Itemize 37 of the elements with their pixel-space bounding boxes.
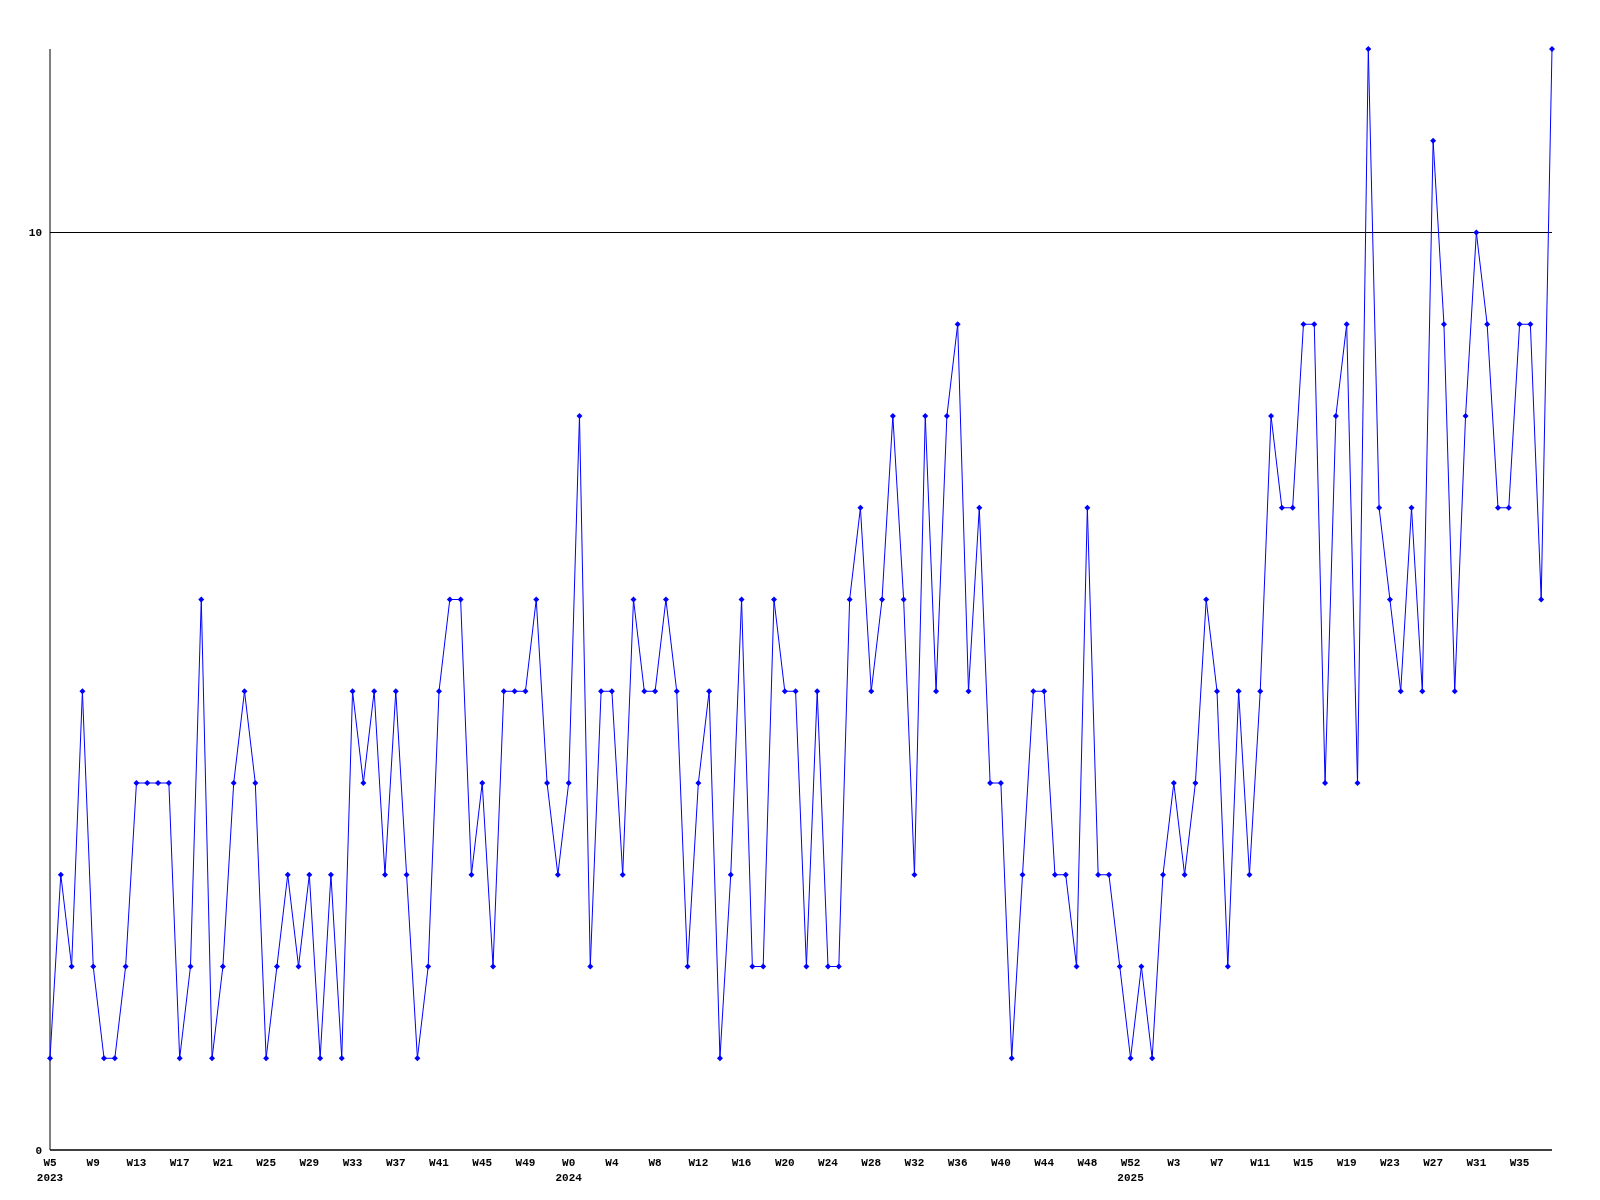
x-tick-label: W28 (861, 1157, 882, 1169)
x-tick-label: W41 (429, 1157, 450, 1169)
x-tick-label: W45 (472, 1157, 493, 1169)
x-tick-label: W23 (1380, 1157, 1401, 1169)
x-tick-label: W31 (1466, 1157, 1487, 1169)
x-tick-label: W25 (256, 1157, 277, 1169)
x-tick-label: W16 (731, 1157, 752, 1169)
x-tick-label: W24 (818, 1157, 839, 1169)
x-tick-label: W17 (169, 1157, 190, 1169)
x-tick-label: W0 2024 (555, 1157, 583, 1184)
x-tick-label: W3 (1167, 1157, 1181, 1169)
x-tick-label: W8 (648, 1157, 663, 1169)
x-tick-label: W33 (342, 1157, 363, 1169)
x-tick-label: W12 (688, 1157, 709, 1169)
y-tick-label: 10 (28, 227, 42, 240)
x-tick-label: W19 (1336, 1157, 1357, 1169)
x-tick-label: W52 2025 (1117, 1157, 1145, 1184)
x-tick-label: W15 (1293, 1157, 1314, 1169)
x-tick-label: W20 (774, 1157, 795, 1169)
x-tick-label: W44 (1034, 1157, 1055, 1169)
x-tick-label: W49 (515, 1157, 536, 1169)
x-tick-label: W13 (126, 1157, 147, 1169)
x-tick-label: W36 (947, 1157, 968, 1169)
y-tick-label: 0 (35, 1144, 42, 1157)
x-tick-label: W4 (605, 1157, 619, 1169)
x-tick-label: W11 (1250, 1157, 1271, 1169)
x-tick-label: W9 (86, 1157, 100, 1169)
x-tick-label: W35 (1509, 1157, 1530, 1169)
x-tick-label: W37 (385, 1157, 406, 1169)
x-tick-label: W32 (904, 1157, 925, 1169)
x-tick-label: W7 (1210, 1157, 1224, 1169)
x-tick-label: W29 (299, 1157, 320, 1169)
x-tick-label: W5 2023 (36, 1157, 64, 1184)
x-tick-label: W27 (1423, 1157, 1444, 1169)
x-tick-label: W48 (1077, 1157, 1098, 1169)
x-tick-label: W40 (991, 1157, 1011, 1169)
x-tick-label: W21 (212, 1157, 234, 1169)
